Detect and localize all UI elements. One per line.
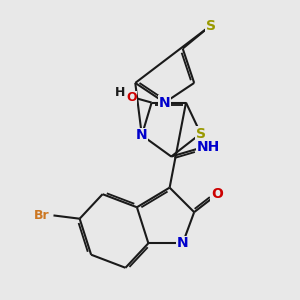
Text: Br: Br	[34, 209, 50, 222]
Text: H: H	[116, 86, 126, 99]
Text: S: S	[206, 19, 215, 33]
Text: O: O	[211, 187, 223, 201]
Text: N: N	[159, 96, 170, 110]
Text: NH: NH	[196, 140, 220, 154]
Text: O: O	[126, 91, 137, 104]
Text: N: N	[136, 128, 148, 142]
Text: S: S	[196, 127, 206, 141]
Text: N: N	[177, 236, 188, 250]
